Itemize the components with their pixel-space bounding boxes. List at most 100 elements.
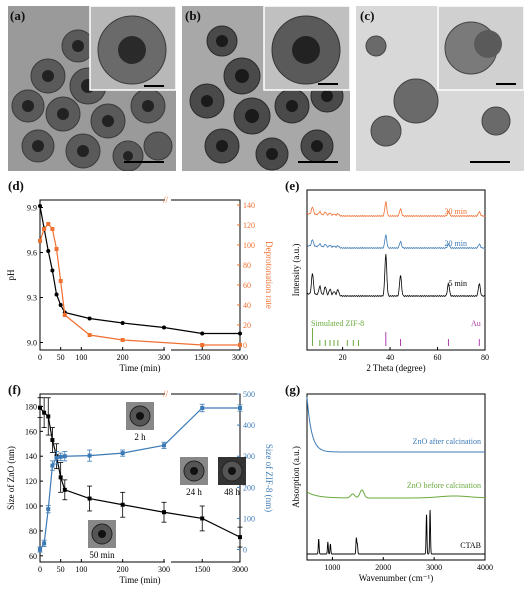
tem-inset-label: 48 h [224,487,240,497]
axis-break-mark-top: // [163,195,169,205]
x-tick-label: 3000 [426,563,442,572]
zif8-size-series-point [42,541,47,546]
y2-tick-label: 200 [243,483,255,492]
tem-c-svg [356,6,524,171]
zif8-size-series-point [162,443,166,448]
plot-frame [306,393,486,561]
xrd-pattern-2 [306,253,486,298]
zno-size-series-point [87,496,92,501]
tem-inset-core [190,467,198,475]
axis-break-bottom [165,559,171,565]
series-label: 30 min [445,207,467,216]
tem-inset-label: 50 min [89,550,115,560]
ph-series-point [120,321,125,325]
tem-inset-core [136,412,144,420]
deprotonation-series-point [54,247,59,251]
y-axis-label: Size of ZnO (nm) [6,446,16,510]
zno-size-series-point [200,516,205,521]
series-label: ZnO before calcination [407,481,481,490]
ph-series-point [87,316,92,321]
series-label: CTAB [460,541,481,550]
x-axis-label: Wavenumber (cm⁻¹) [359,573,433,583]
y2-axis-label: Size of ZIF-8 (nm) [264,444,274,512]
x-tick-label: 4000 [477,563,493,572]
ftir-after-calcination [306,396,485,453]
ftir-before-calcination [306,489,486,499]
y2-tick-label: 400 [243,421,255,430]
deprotonation-series-point [58,279,63,283]
zif8-size-series-point [46,507,51,512]
tem-inset-label: 2 h [134,432,146,442]
deprotonation-series-point [87,333,92,337]
xrd-pattern-0 [306,201,486,218]
tem-inset-label: 24 h [186,487,202,497]
ftir-ctab [307,509,485,555]
x-tick-label: 60 [434,353,442,362]
zno-size-series-point [46,414,51,419]
ph-series-point [200,331,205,336]
y-tick-label: 80 [29,527,37,536]
deprotonation-series-point [62,313,67,317]
tem-image-a [8,6,176,171]
x-tick-label: 300 [158,353,170,362]
y2-axis-label: Deprotonation rate [264,241,274,309]
axis-break-top [165,391,171,397]
x-tick-label: 100 [75,565,87,574]
y-tick-label: 9.6 [27,249,37,258]
x-tick-label: 3000 [232,353,248,362]
panel-label-a: (a) [10,8,26,23]
tem-b-svg [182,6,350,171]
y-tick-label: 160 [25,427,37,436]
axis-break-top [165,197,171,203]
y-tick-label: 140 [25,452,37,461]
x-tick-label: 0 [38,353,42,362]
zif8-size-series-point [200,406,205,410]
deprotonation-series-point [120,338,125,342]
axis-break-bottom [165,347,171,353]
zif8-size-series-point [50,463,55,468]
panel-label-c: (c) [360,8,375,23]
x-tick-label: 200 [117,353,129,362]
y-axis-label: Absorption (a.u.) [291,446,301,508]
y-axis-label: pH [6,269,16,281]
ph-series-point [46,249,51,253]
deprotonation-series-line [39,223,240,346]
plot-frame [39,199,241,351]
zif8-size-series-point [38,547,42,552]
tem-image-c [356,6,524,171]
x-tick-label: 1000 [324,563,340,572]
tem-image-b [182,6,350,171]
zno-size-series-point [120,502,125,507]
deprotonation-series-point [46,222,51,226]
y-tick-label: 9.3 [27,294,37,303]
zif8-size-series-point [62,454,67,459]
y2-tick-label: 80 [243,261,251,270]
ph-series-point [162,325,166,330]
zno-size-series-point [38,405,42,410]
x-tick-label: 50 [57,565,65,574]
y2-tick-label: 300 [243,452,255,461]
x-tick-label: 0 [38,565,42,574]
series-label: Simulated ZIF-8 [311,319,364,328]
chart-e: 20 40 60 80 2 Theta (degree) Intensity (a.u.)… [291,189,489,373]
zno-size-series-point [42,410,47,415]
zno-size-series-point [162,510,166,515]
tem-a-svg [8,6,176,171]
chart-g: 1000 2000 3000 4000 Wavenumber (cm⁻¹) Absorpt… [291,393,493,583]
ph-series-point [238,331,242,336]
x-axis-label: 2 Theta (degree) [366,363,425,373]
y-tick-label: 180 [25,402,37,411]
deprotonation-series-point [238,343,242,347]
zif8-size-series-line [39,407,240,550]
deprotonation-series-point [50,227,55,231]
panel-label-f: (f) [8,382,21,397]
zno-size-series-point [50,438,55,443]
zno-size-series-point [238,535,242,540]
y2-tick-label: 0 [243,546,247,555]
zif8-size-series-point [120,451,125,456]
panel-label-d: (d) [8,178,24,193]
ph-series-point [50,268,55,273]
y-tick-label: 9.9 [27,204,37,213]
